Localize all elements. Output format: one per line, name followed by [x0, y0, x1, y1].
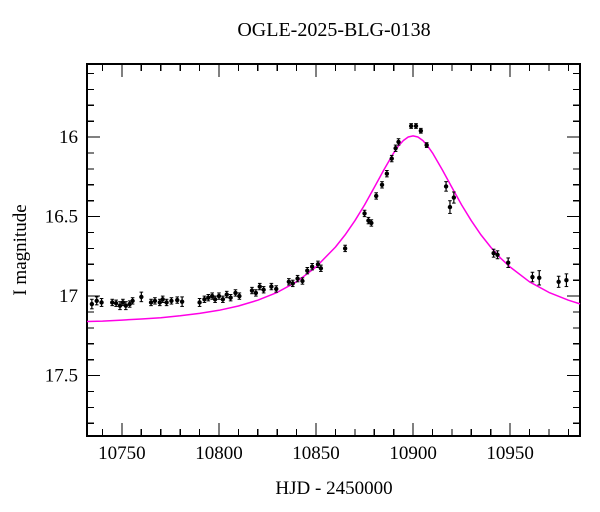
data-point — [369, 220, 374, 226]
data-point — [309, 264, 315, 269]
data-point — [393, 146, 398, 151]
data-point — [274, 286, 279, 292]
data-point — [564, 278, 569, 283]
x-tick-label: 10900 — [389, 443, 437, 464]
data-point — [89, 301, 95, 307]
data-point — [209, 293, 215, 299]
y-axis-label: I magnitude — [10, 204, 31, 295]
data-point — [160, 297, 165, 302]
data-point — [202, 297, 207, 302]
data-point — [505, 260, 511, 265]
data-point — [418, 128, 424, 133]
data-point — [295, 276, 300, 281]
x-tick-label: 10850 — [292, 443, 340, 464]
data-point — [305, 268, 310, 273]
data-point — [94, 298, 99, 304]
data-point — [408, 123, 414, 129]
model-curve — [86, 135, 581, 323]
data-point — [342, 246, 348, 251]
data-point — [257, 284, 262, 289]
data-point — [130, 298, 135, 304]
data-point — [362, 211, 367, 216]
data-point — [99, 300, 104, 305]
data-point — [120, 300, 126, 305]
data-point — [286, 279, 292, 284]
data-point — [233, 290, 238, 296]
x-axis-label: HJD - 2450000 — [275, 478, 392, 499]
data-point — [127, 301, 132, 307]
data-point — [206, 295, 211, 300]
y-tick-label: 17 — [59, 286, 78, 307]
data-point — [318, 266, 324, 271]
data-point — [495, 252, 500, 257]
y-tick-label: 16.5 — [45, 207, 78, 228]
data-point — [447, 204, 453, 210]
data-point — [424, 142, 429, 148]
data-point — [556, 279, 561, 284]
data-point — [290, 281, 295, 286]
data-point — [224, 292, 229, 297]
data-point — [228, 295, 233, 300]
data-point — [413, 123, 419, 129]
data-point — [179, 299, 185, 304]
data-point — [451, 195, 457, 200]
x-tick-label: 10750 — [98, 443, 146, 464]
data-point — [537, 275, 542, 281]
data-point — [374, 193, 379, 199]
plot-frame — [86, 63, 581, 437]
data-point — [113, 301, 119, 306]
data-point — [237, 293, 242, 299]
data-point — [269, 284, 274, 289]
x-tick-label: 10950 — [486, 443, 534, 464]
y-tick-label: 17.5 — [45, 366, 78, 387]
data-point — [396, 139, 401, 145]
data-point — [384, 171, 390, 176]
data-point — [148, 300, 154, 305]
data-point — [379, 182, 385, 188]
data-point — [175, 297, 180, 303]
data-point — [443, 184, 449, 189]
data-point — [261, 287, 266, 292]
chart-title: OGLE-2025-BLG-0138 — [237, 19, 430, 41]
data-point — [530, 274, 535, 280]
data-point — [117, 303, 123, 308]
data-point — [216, 293, 222, 299]
data-point — [123, 303, 129, 308]
plot-generated-layer: 10750 10800 10850 10900 10950 16 16.5 17 17.5 — [45, 63, 581, 464]
data-point — [300, 278, 305, 284]
data-point — [366, 218, 371, 223]
data-point — [389, 156, 394, 161]
data-point — [164, 300, 169, 305]
data-point — [253, 290, 259, 296]
data-point — [249, 288, 255, 293]
data-point — [110, 300, 115, 305]
data-point — [152, 298, 158, 304]
data-point — [197, 300, 202, 305]
data-point — [220, 297, 226, 302]
data-point — [212, 297, 218, 302]
data-point — [315, 262, 321, 267]
data-point — [491, 250, 496, 256]
y-tick-label: 16 — [59, 127, 78, 148]
data-point — [139, 294, 144, 300]
data-point — [169, 298, 174, 304]
x-tick-label: 10800 — [195, 443, 243, 464]
data-point — [157, 300, 162, 305]
